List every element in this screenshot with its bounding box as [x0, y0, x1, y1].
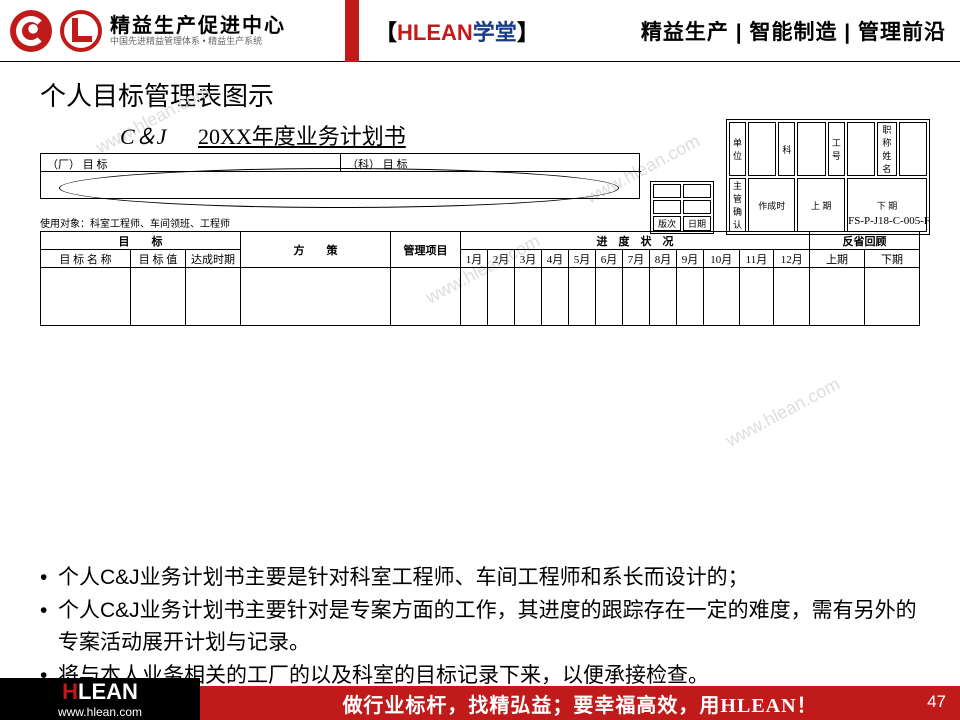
- header: 精益生产促进中心 中国先进精益管理体系 • 精益生产系统 【HLEAN学堂】 精…: [0, 0, 960, 62]
- version-box: 版次日期: [650, 181, 714, 234]
- logo-block: 精益生产促进中心 中国先进精益管理体系 • 精益生产系统: [0, 10, 345, 52]
- footer-logo-block: HLEAN www.hlean.com: [0, 678, 200, 720]
- main-table: 目 标 方 策 管理项目 进 度 状 况 反省回顾 目 标 名 称 目 标 值 …: [40, 231, 920, 326]
- content: 个人目标管理表图示 www.hlean.com www.hlean.com ww…: [0, 62, 960, 319]
- footer: 做行业标杆，找精弘益；要幸福高效，用HLEAN！ HLEAN www.hlean…: [0, 678, 960, 720]
- page-number: 47: [927, 692, 946, 712]
- goal-row: （厂） 目 标 （科） 目 标: [40, 153, 640, 199]
- slide-title: 个人目标管理表图示: [40, 76, 930, 113]
- tagline: 精益生产 | 智能制造 | 管理前沿: [641, 16, 946, 46]
- logo-en: 中国先进精益管理体系 • 精益生产系统: [110, 37, 286, 47]
- red-divider: [345, 0, 359, 62]
- hlean-school: 【HLEAN学堂】: [375, 15, 539, 47]
- footer-url: www.hlean.com: [58, 705, 142, 719]
- watermark: www.hlean.com: [722, 374, 843, 452]
- usage-note: 使用对象：科室工程师、车间领班、工程师: [40, 215, 230, 230]
- ellipse-highlight: [59, 168, 619, 208]
- logo-c-icon: [10, 10, 52, 52]
- footer-slogan: 做行业标杆，找精弘益；要幸福高效，用HLEAN！: [200, 686, 960, 720]
- bullet-2: 个人C&J业务计划书主要针对是专案方面的工作，其进度的跟踪存在一定的难度，需有另…: [40, 595, 930, 660]
- form-number: FS-P-J18-C-005-F: [848, 215, 930, 227]
- form-diagram: www.hlean.com www.hlean.com www.hlean.co…: [40, 119, 930, 319]
- bullet-1: 个人C&J业务计划书主要是针对科室工程师、车间工程师和系长而设计的；: [40, 562, 930, 595]
- bullet-list: 个人C&J业务计划书主要是针对科室工程师、车间工程师和系长而设计的； 个人C&J…: [40, 562, 930, 692]
- plan-title: C＆J 20XX年度业务计划书: [120, 119, 406, 151]
- logo-cn: 精益生产促进中心: [110, 15, 286, 37]
- logo-l-icon: [60, 10, 102, 52]
